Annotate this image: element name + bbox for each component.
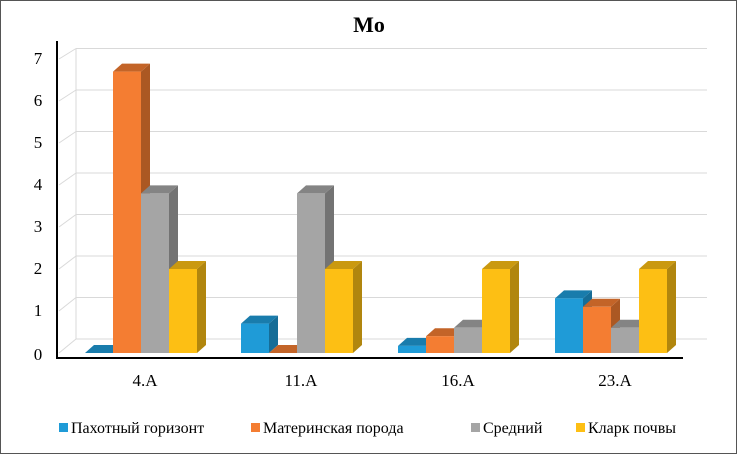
legend-label: Средний xyxy=(483,420,543,437)
y-tick-label: 5 xyxy=(34,133,43,152)
bar-top xyxy=(325,261,362,269)
y-tick-label: 0 xyxy=(34,345,43,364)
gridline-side xyxy=(58,48,77,60)
legend-swatch xyxy=(59,423,68,432)
bar-top xyxy=(113,63,150,72)
bar-top xyxy=(85,345,122,353)
chart-title: Mo xyxy=(353,12,385,37)
legend-label: Кларк почвы xyxy=(588,420,676,437)
gridline-side xyxy=(58,172,77,186)
bar-side xyxy=(197,261,206,353)
bar xyxy=(325,269,353,353)
y-tick-label: 3 xyxy=(34,217,43,236)
bar-top xyxy=(426,328,463,337)
x-tick-label: 23.A xyxy=(598,371,632,390)
y-tick-label: 2 xyxy=(34,259,43,278)
bar xyxy=(113,71,141,353)
bar xyxy=(454,327,482,353)
y-tick-label: 7 xyxy=(34,49,43,68)
bar xyxy=(639,269,667,353)
bar-top xyxy=(482,261,519,269)
gridline-side xyxy=(58,338,77,354)
x-tick-label: 4.A xyxy=(132,371,158,390)
bar-side xyxy=(269,315,278,353)
bar-top xyxy=(639,261,676,269)
bar-top xyxy=(583,298,620,307)
bar xyxy=(141,193,169,353)
bar xyxy=(426,336,454,353)
y-tick-label: 1 xyxy=(34,301,43,320)
gridline-side xyxy=(58,131,77,144)
bar-top xyxy=(141,185,178,194)
bar-top xyxy=(241,315,278,324)
x-tick-label: 11.A xyxy=(285,371,319,390)
bar xyxy=(611,327,639,353)
gridline-side xyxy=(58,255,77,270)
bar-top xyxy=(398,337,435,346)
gridline-side xyxy=(58,297,77,312)
y-tick-label: 4 xyxy=(34,175,43,194)
bar xyxy=(241,323,269,353)
legend-swatch xyxy=(471,423,480,432)
gridline-side xyxy=(58,89,77,102)
bar-side xyxy=(510,261,519,353)
bar xyxy=(297,193,325,353)
bar xyxy=(482,269,510,353)
bar xyxy=(398,345,426,353)
bar-top xyxy=(611,319,648,328)
bar-top xyxy=(454,319,491,328)
bar-side xyxy=(667,261,676,353)
bar-top xyxy=(269,345,306,353)
bar-side xyxy=(353,261,362,353)
legend-swatch xyxy=(251,423,260,432)
legend-swatch xyxy=(576,423,585,432)
bar xyxy=(583,306,611,353)
y-tick-label: 6 xyxy=(34,91,43,110)
bar-top xyxy=(169,261,206,269)
bar-top xyxy=(555,290,592,299)
legend-label: Пахотный горизонт xyxy=(71,420,204,437)
bar xyxy=(169,269,197,353)
legend-label: Материнская порода xyxy=(263,420,404,437)
bar-top xyxy=(297,185,334,194)
x-tick-label: 16.A xyxy=(441,371,475,390)
bar xyxy=(555,298,583,353)
gridline-side xyxy=(58,214,77,228)
